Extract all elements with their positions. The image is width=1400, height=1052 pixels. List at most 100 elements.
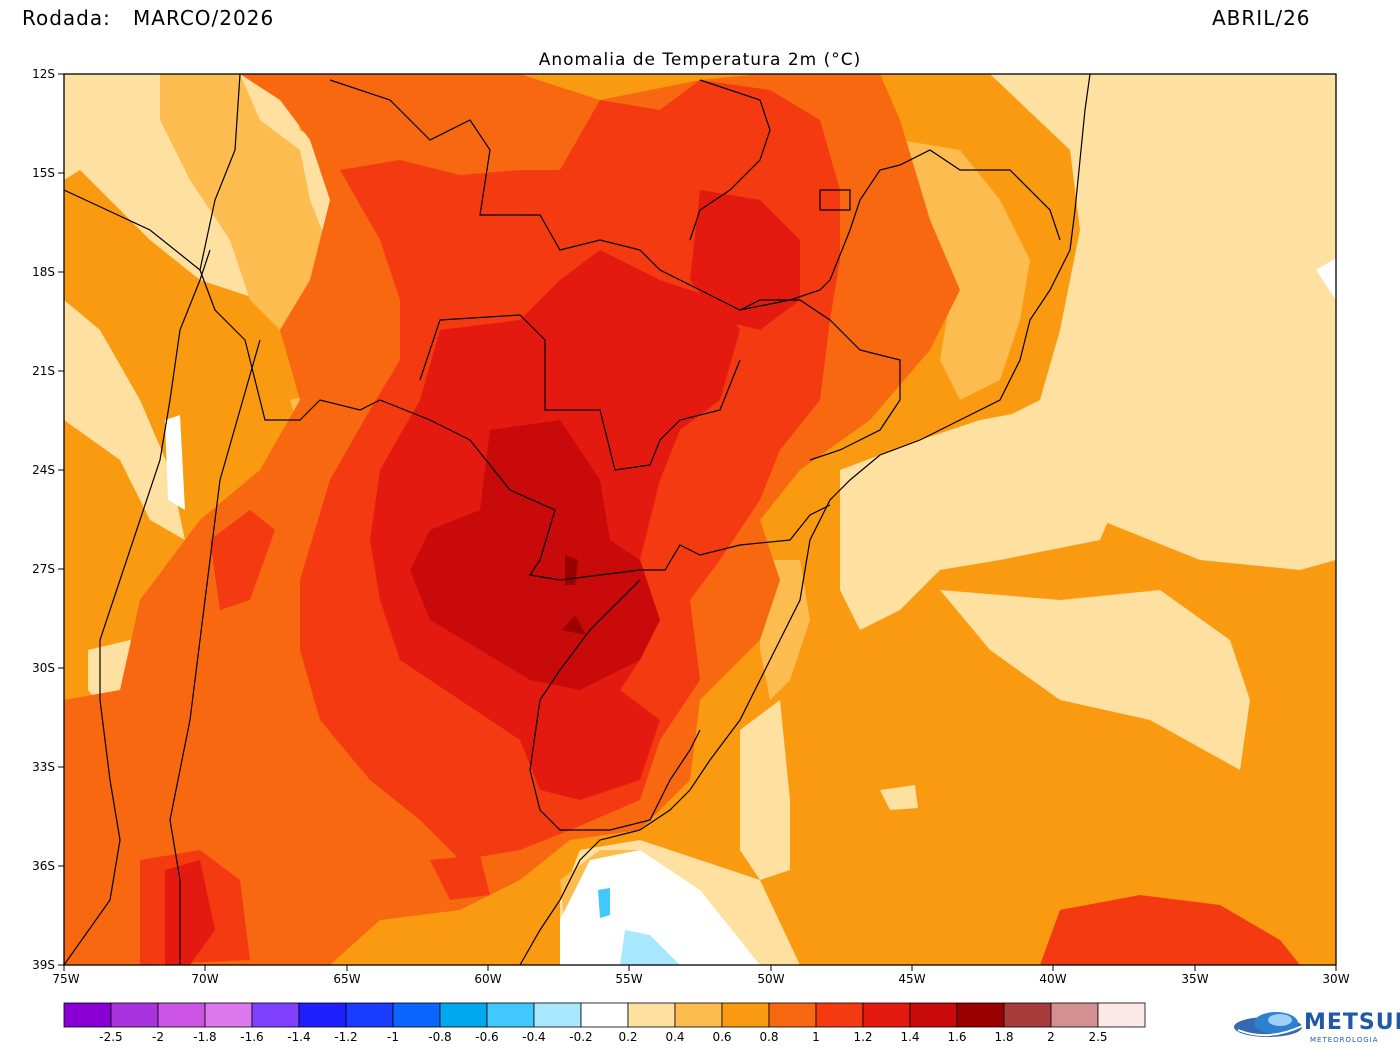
globe-icon	[1234, 1012, 1303, 1037]
lat-label: 36S	[32, 859, 55, 873]
colorbar-swatch	[815, 1002, 864, 1028]
pale-mid-ocean	[940, 590, 1250, 770]
colorbar-label: 1.8	[994, 1030, 1013, 1044]
colorbar-label: -2.5	[99, 1030, 122, 1044]
border-uruguay	[529, 579, 701, 831]
deep-red-sw	[165, 860, 215, 965]
lon-label: 70W	[191, 972, 218, 986]
colorbar-label: 0.6	[712, 1030, 731, 1044]
darkest-spot-1	[565, 555, 578, 585]
light-orange-n	[160, 74, 330, 330]
colorbar-swatch	[392, 1002, 441, 1028]
border-line-1	[64, 189, 831, 581]
target-month: ABRIL/26	[1212, 6, 1311, 30]
pale-chile	[64, 300, 185, 540]
df-box	[819, 189, 851, 211]
lon-label: 50W	[757, 972, 784, 986]
deep-red-n	[690, 190, 800, 330]
pale-se-coast	[840, 405, 1130, 630]
red-patch-w	[210, 510, 275, 610]
border-states	[739, 299, 901, 461]
colorbar-label: 2	[1047, 1030, 1055, 1044]
colorbar-swatch	[204, 1002, 253, 1028]
west-coast	[64, 249, 211, 965]
colorbar-swatch	[862, 1002, 911, 1028]
lon-label: 55W	[615, 972, 642, 986]
lon-label: 75W	[52, 972, 79, 986]
colorbar-label: -1	[387, 1030, 399, 1044]
darkest-spot-2	[562, 615, 586, 635]
lat-label: 30S	[32, 661, 55, 675]
lat-label: 15S	[32, 166, 55, 180]
run-value: MARCO/2026	[133, 6, 275, 30]
metsul-logo	[1232, 1006, 1392, 1048]
colorbar-swatch	[157, 1002, 206, 1028]
pale-coast-s	[740, 700, 790, 880]
colorbar-swatch	[1050, 1002, 1099, 1028]
pale-patch	[880, 785, 918, 810]
colorbar-label: 0.4	[665, 1030, 684, 1044]
colorbar-label: 0.2	[618, 1030, 637, 1044]
colorbar-label: 1.6	[947, 1030, 966, 1044]
blue-patch	[620, 930, 680, 965]
logo-name: METSUL	[1304, 1010, 1400, 1035]
colorbar-label: 0.8	[759, 1030, 778, 1044]
lon-label: 65W	[333, 972, 360, 986]
logo-subtitle: METEOROLOGIA	[1310, 1036, 1379, 1044]
border-andes	[169, 339, 261, 965]
red-area-se	[1040, 895, 1300, 965]
colorbar-label: -1.8	[193, 1030, 216, 1044]
colorbar-label: 1.2	[853, 1030, 872, 1044]
red-patch-s	[430, 855, 490, 900]
border-peru-bolivia	[199, 74, 241, 271]
light-orange-ne	[900, 140, 1030, 400]
colorbar-label: -2	[152, 1030, 164, 1044]
colorbar-label: -0.2	[569, 1030, 592, 1044]
lat-labels: 12S 15S 18S 21S 24S 27S 30S 33S 36S 39S	[32, 67, 55, 972]
lon-labels: 75W 70W 65W 60W 55W 50W 45W 40W 35W 30W	[52, 972, 1349, 986]
colorbar-swatch	[486, 1002, 535, 1028]
colorbar-label: -0.4	[522, 1030, 545, 1044]
colorbar-swatch	[298, 1002, 347, 1028]
colorbar-label: 1	[812, 1030, 820, 1044]
lon-label: 30W	[1322, 972, 1349, 986]
white-patch-s	[560, 850, 760, 965]
lon-label: 40W	[1039, 972, 1066, 986]
blue-patch-small	[598, 888, 610, 918]
lat-label: 39S	[32, 958, 55, 972]
colorbar-swatch	[909, 1002, 958, 1028]
lon-label: 45W	[898, 972, 925, 986]
lon-label: 60W	[474, 972, 501, 986]
border-paraguay	[419, 314, 741, 471]
coastline	[519, 74, 1091, 965]
border-bolivia-brazil	[329, 79, 831, 311]
colorbar-label: 2.5	[1088, 1030, 1107, 1044]
colorbar-swatch	[1003, 1002, 1052, 1028]
anomaly-field	[64, 74, 1336, 965]
white-patch-chile	[165, 415, 185, 510]
lat-ticks	[58, 73, 1337, 971]
white-patch-e	[1316, 258, 1336, 300]
lon-label: 35W	[1181, 972, 1208, 986]
lat-label: 33S	[32, 760, 55, 774]
colorbar-swatch	[533, 1002, 582, 1028]
colorbar-label: -1.4	[287, 1030, 310, 1044]
colorbar	[63, 1002, 1146, 1028]
colorbar-label: 1.4	[900, 1030, 919, 1044]
colorbar-label: -1.2	[334, 1030, 357, 1044]
colorbar-swatch	[439, 1002, 488, 1028]
lat-label: 12S	[32, 67, 55, 81]
plot-frame	[63, 73, 1337, 966]
border-states-3	[689, 79, 771, 241]
colorbar-swatch	[627, 1002, 676, 1028]
colorbar-label: -0.8	[428, 1030, 451, 1044]
colorbar-label: -0.6	[475, 1030, 498, 1044]
colorbar-swatch	[251, 1002, 300, 1028]
colorbar-swatch	[1097, 1002, 1146, 1028]
colorbar-swatch	[345, 1002, 394, 1028]
colorbar-swatch	[956, 1002, 1005, 1028]
lat-label: 21S	[32, 364, 55, 378]
lat-label: 18S	[32, 265, 55, 279]
colorbar-swatch	[63, 1002, 112, 1028]
colorbar-swatch	[721, 1002, 770, 1028]
